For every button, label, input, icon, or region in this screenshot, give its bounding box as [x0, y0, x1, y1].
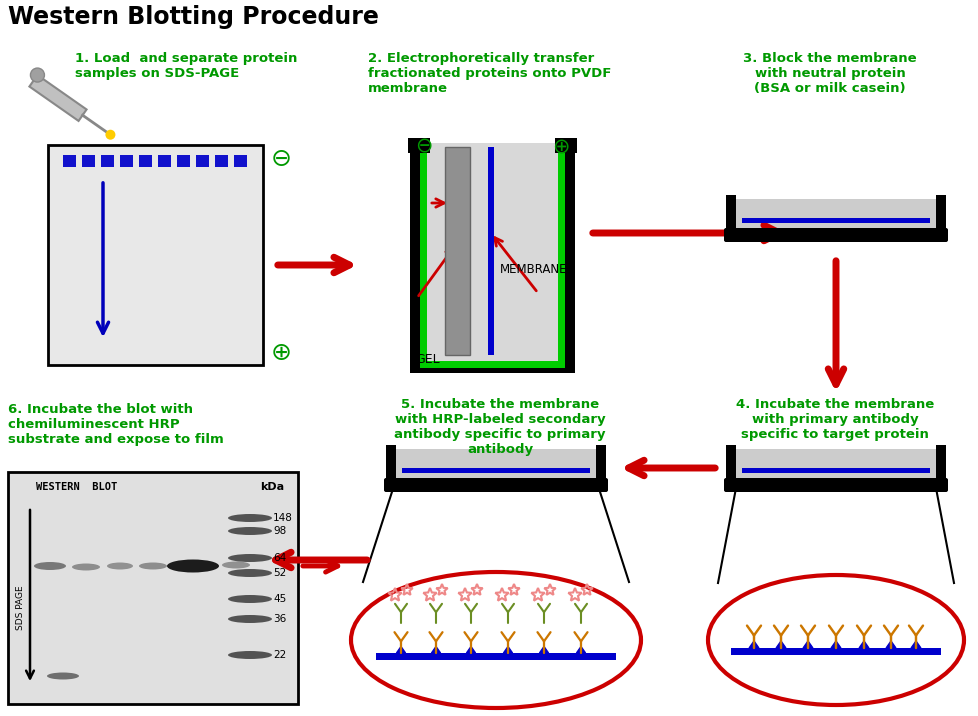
Bar: [215, 155, 228, 167]
Polygon shape: [576, 647, 585, 653]
Text: 22: 22: [273, 650, 286, 660]
Bar: [741, 218, 929, 223]
Polygon shape: [503, 647, 512, 653]
Bar: [410, 138, 427, 373]
Bar: [726, 445, 735, 490]
Bar: [426, 143, 557, 363]
Bar: [139, 155, 152, 167]
Ellipse shape: [351, 572, 641, 708]
Bar: [734, 199, 937, 240]
Bar: [556, 138, 574, 373]
Ellipse shape: [707, 575, 963, 705]
Bar: [445, 147, 469, 355]
Bar: [734, 449, 937, 490]
Text: 6. Incubate the blot with
chemiluminescent HRP
substrate and expose to film: 6. Incubate the blot with chemiluminesce…: [8, 403, 224, 446]
Bar: [408, 138, 429, 153]
Text: kDa: kDa: [260, 482, 284, 492]
Text: 2. Electrophoretically transfer
fractionated proteins onto PVDF
membrane: 2. Electrophoretically transfer fraction…: [368, 52, 610, 95]
Ellipse shape: [107, 563, 133, 569]
Text: ⊕: ⊕: [552, 136, 569, 156]
Ellipse shape: [228, 554, 272, 562]
Ellipse shape: [47, 672, 79, 679]
Ellipse shape: [167, 559, 219, 573]
Text: MEMBRANE: MEMBRANE: [500, 263, 567, 276]
Polygon shape: [776, 641, 785, 648]
Circle shape: [30, 68, 44, 82]
Ellipse shape: [34, 562, 66, 570]
Ellipse shape: [72, 563, 100, 571]
Text: ⊕: ⊕: [271, 341, 291, 365]
Bar: [420, 143, 426, 368]
Bar: [120, 155, 133, 167]
Ellipse shape: [228, 527, 272, 535]
Bar: [101, 155, 113, 167]
Text: 148: 148: [273, 513, 292, 523]
Bar: [8, 472, 297, 704]
Text: 45: 45: [273, 594, 286, 604]
Bar: [402, 468, 590, 473]
Ellipse shape: [228, 595, 272, 603]
Text: 52: 52: [273, 568, 286, 578]
Polygon shape: [748, 641, 758, 648]
Polygon shape: [431, 647, 440, 653]
Bar: [376, 653, 615, 660]
Bar: [385, 445, 395, 490]
FancyBboxPatch shape: [724, 228, 947, 242]
Text: Western Blotting Procedure: Western Blotting Procedure: [8, 5, 378, 29]
Bar: [410, 358, 574, 373]
Bar: [48, 145, 263, 365]
Ellipse shape: [228, 514, 272, 522]
Text: WESTERN  BLOT: WESTERN BLOT: [36, 482, 117, 492]
Bar: [935, 445, 945, 490]
Bar: [731, 648, 940, 655]
Bar: [935, 195, 945, 240]
Polygon shape: [911, 641, 920, 648]
Ellipse shape: [139, 563, 167, 569]
Polygon shape: [29, 75, 86, 121]
Polygon shape: [396, 647, 405, 653]
Ellipse shape: [228, 651, 272, 659]
Bar: [196, 155, 208, 167]
Text: ⊖: ⊖: [271, 147, 291, 171]
FancyBboxPatch shape: [724, 478, 947, 492]
Text: SDS PAGE: SDS PAGE: [17, 586, 25, 630]
Polygon shape: [466, 647, 475, 653]
Text: 3. Block the membrane
with neutral protein
(BSA or milk casein): 3. Block the membrane with neutral prote…: [742, 52, 915, 95]
Bar: [82, 155, 95, 167]
Bar: [741, 468, 929, 473]
Bar: [420, 361, 564, 368]
Bar: [157, 155, 171, 167]
Bar: [177, 155, 190, 167]
Bar: [63, 155, 76, 167]
Text: 64: 64: [273, 553, 286, 563]
Ellipse shape: [222, 561, 249, 569]
Bar: [234, 155, 246, 167]
Bar: [393, 449, 598, 490]
Text: GEL: GEL: [415, 353, 439, 366]
Polygon shape: [830, 641, 840, 648]
Bar: [487, 147, 494, 355]
Bar: [596, 445, 605, 490]
Circle shape: [106, 130, 115, 140]
Text: 98: 98: [273, 526, 286, 536]
Text: 4. Incubate the membrane
with primary antibody
specific to target protein: 4. Incubate the membrane with primary an…: [735, 398, 933, 441]
FancyBboxPatch shape: [383, 478, 607, 492]
Polygon shape: [885, 641, 895, 648]
Polygon shape: [859, 641, 868, 648]
Polygon shape: [802, 641, 812, 648]
Ellipse shape: [228, 569, 272, 577]
Ellipse shape: [228, 615, 272, 623]
Bar: [557, 143, 564, 368]
Bar: [555, 138, 576, 153]
Text: 1. Load  and separate protein
samples on SDS-PAGE: 1. Load and separate protein samples on …: [75, 52, 297, 80]
Polygon shape: [539, 647, 548, 653]
Text: ⊖: ⊖: [415, 136, 432, 156]
Text: 5. Incubate the membrane
with HRP-labeled secondary
antibody specific to primary: 5. Incubate the membrane with HRP-labele…: [394, 398, 605, 456]
Bar: [726, 195, 735, 240]
Text: 36: 36: [273, 614, 286, 624]
